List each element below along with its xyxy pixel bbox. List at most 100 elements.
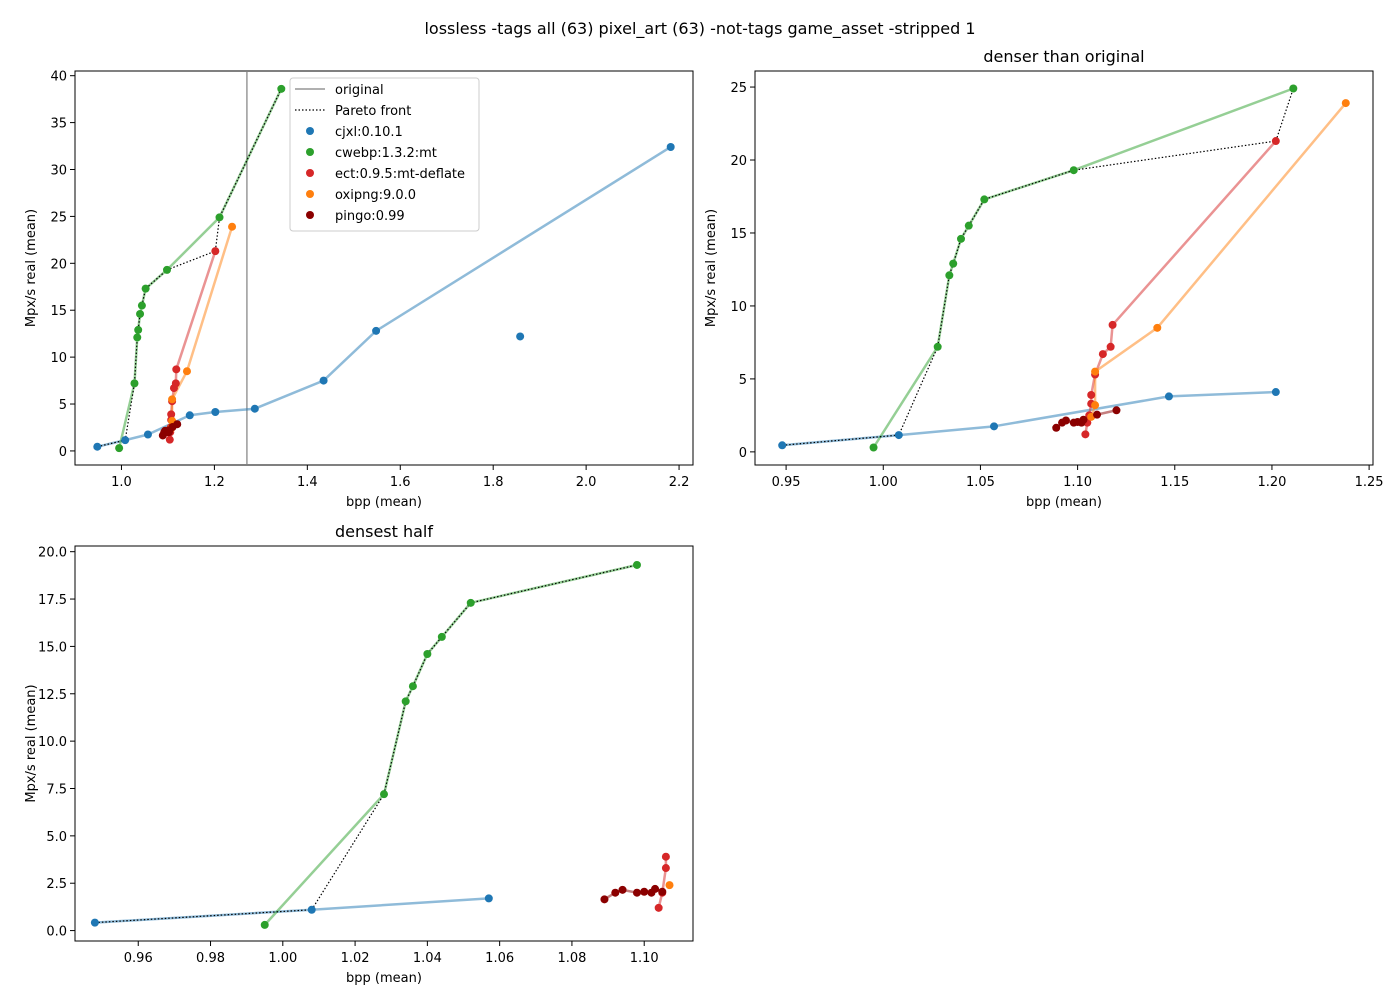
- y-tick-label: 10.0: [38, 735, 67, 750]
- data-point: [1271, 388, 1280, 397]
- data-point: [372, 326, 381, 335]
- y-axis-label: Mpx/s real (mean): [704, 209, 719, 327]
- data-point: [137, 301, 146, 310]
- x-tick-label: 1.00: [268, 951, 297, 966]
- x-tick-label: 1.2: [204, 475, 225, 490]
- data-point: [600, 895, 609, 904]
- data-point: [1091, 367, 1100, 376]
- axes-3: densest half 0.96 0.98 1.00 1.02 1.04 1.06 1.08…: [24, 522, 694, 986]
- legend: original Pareto front cjxl:0.10.1 cwebp:1.3…: [289, 77, 480, 232]
- data-point: [143, 430, 152, 439]
- data-point: [167, 410, 176, 419]
- y-tick-label: 7.5: [46, 782, 67, 797]
- figure-title: lossless -tags all (63) pixel_art (63) -…: [424, 19, 975, 39]
- data-point: [661, 864, 670, 873]
- data-point: [1087, 390, 1096, 399]
- x-tick-label: 1.10: [630, 951, 659, 966]
- data-point: [957, 234, 965, 243]
- data-point: [1112, 406, 1121, 415]
- x-tick-label: 1.6: [390, 475, 411, 490]
- data-point: [215, 213, 224, 222]
- data-point: [136, 309, 145, 318]
- axes-title: denser than original: [983, 47, 1144, 66]
- data-point: [172, 365, 181, 374]
- data-point: [632, 888, 641, 897]
- y-tick-label: 15: [730, 227, 747, 242]
- x-tick-label: 1.10: [1063, 475, 1092, 490]
- data-point: [163, 265, 172, 274]
- data-point: [640, 887, 649, 896]
- data-point: [228, 222, 237, 231]
- data-point: [437, 632, 446, 641]
- legend-marker: [306, 148, 314, 156]
- legend-label: oxipng:9.0.0: [335, 188, 416, 203]
- x-tick-label: 0.96: [124, 951, 153, 966]
- data-point: [93, 442, 102, 451]
- data-point: [185, 411, 194, 420]
- data-point: [1289, 84, 1298, 93]
- data-point: [778, 441, 787, 450]
- y-tick-label: 17.5: [38, 593, 67, 608]
- y-tick-label: 15: [50, 304, 67, 319]
- y-tick-label: 10: [50, 351, 67, 366]
- data-point: [661, 852, 670, 861]
- data-point: [250, 404, 259, 413]
- legend-frame: [289, 77, 480, 232]
- x-tick-label: 1.08: [557, 951, 586, 966]
- data-point: [1341, 99, 1350, 108]
- data-point: [173, 420, 182, 429]
- data-point: [1106, 342, 1115, 351]
- y-tick-label: 30: [50, 164, 67, 179]
- data-point: [165, 435, 174, 444]
- data-point: [307, 905, 316, 914]
- data-point: [466, 598, 475, 607]
- x-tick-label: 0.95: [772, 475, 801, 490]
- pareto-front-line: [782, 88, 1294, 446]
- data-point: [618, 885, 627, 894]
- data-point: [665, 881, 674, 890]
- data-point: [933, 342, 942, 351]
- x-tick-label: 1.15: [1160, 475, 1189, 490]
- data-point: [380, 790, 388, 799]
- legend-marker: [306, 169, 314, 177]
- axes-container: 1.0 1.2 1.4 1.6 1.8 2.0 2.2 0 5 10 15 20 25 30 35 40 bpp…: [24, 47, 1384, 986]
- data-point: [90, 918, 99, 927]
- y-tick-label: 25: [50, 210, 67, 225]
- data-point: [1081, 430, 1090, 439]
- axes-frame: [74, 545, 694, 942]
- data-point: [964, 221, 973, 230]
- axes-1: 1.0 1.2 1.4 1.6 1.8 2.0 2.2 0 5 10 15 20 25 30 35 40 bpp…: [24, 70, 694, 510]
- data-point: [654, 903, 663, 912]
- y-tick-label: 25: [730, 81, 747, 96]
- data-point: [211, 407, 220, 416]
- data-point: [1091, 401, 1100, 410]
- y-tick-label: 5.0: [46, 830, 67, 845]
- y-tick-label: 20: [730, 154, 747, 169]
- y-tick-label: 20: [50, 257, 67, 272]
- data-point: [423, 649, 432, 658]
- data-point: [1164, 392, 1173, 401]
- data-point: [1108, 320, 1117, 329]
- y-tick-label: 5: [739, 373, 747, 388]
- y-tick-label: 0: [739, 446, 747, 461]
- data-point: [484, 894, 493, 903]
- y-tick-label: 12.5: [38, 688, 67, 703]
- x-tick-label: 1.04: [413, 951, 442, 966]
- x-axis-label: bpp (mean): [346, 971, 422, 986]
- data-point: [611, 888, 620, 897]
- x-tick-label: 1.00: [869, 475, 898, 490]
- data-point: [949, 259, 958, 268]
- data-point: [1079, 415, 1088, 424]
- data-point: [516, 332, 525, 341]
- y-tick-label: 20.0: [38, 546, 67, 561]
- data-point: [260, 920, 269, 929]
- data-point: [945, 271, 954, 280]
- y-axis-label: Mpx/s real (mean): [24, 209, 39, 327]
- x-tick-label: 1.0: [111, 475, 132, 490]
- data-point: [658, 887, 667, 896]
- y-tick-label: 15.0: [38, 640, 67, 655]
- data-point: [182, 367, 191, 376]
- data-point: [130, 379, 139, 388]
- data-point: [211, 247, 220, 256]
- data-point: [632, 560, 641, 569]
